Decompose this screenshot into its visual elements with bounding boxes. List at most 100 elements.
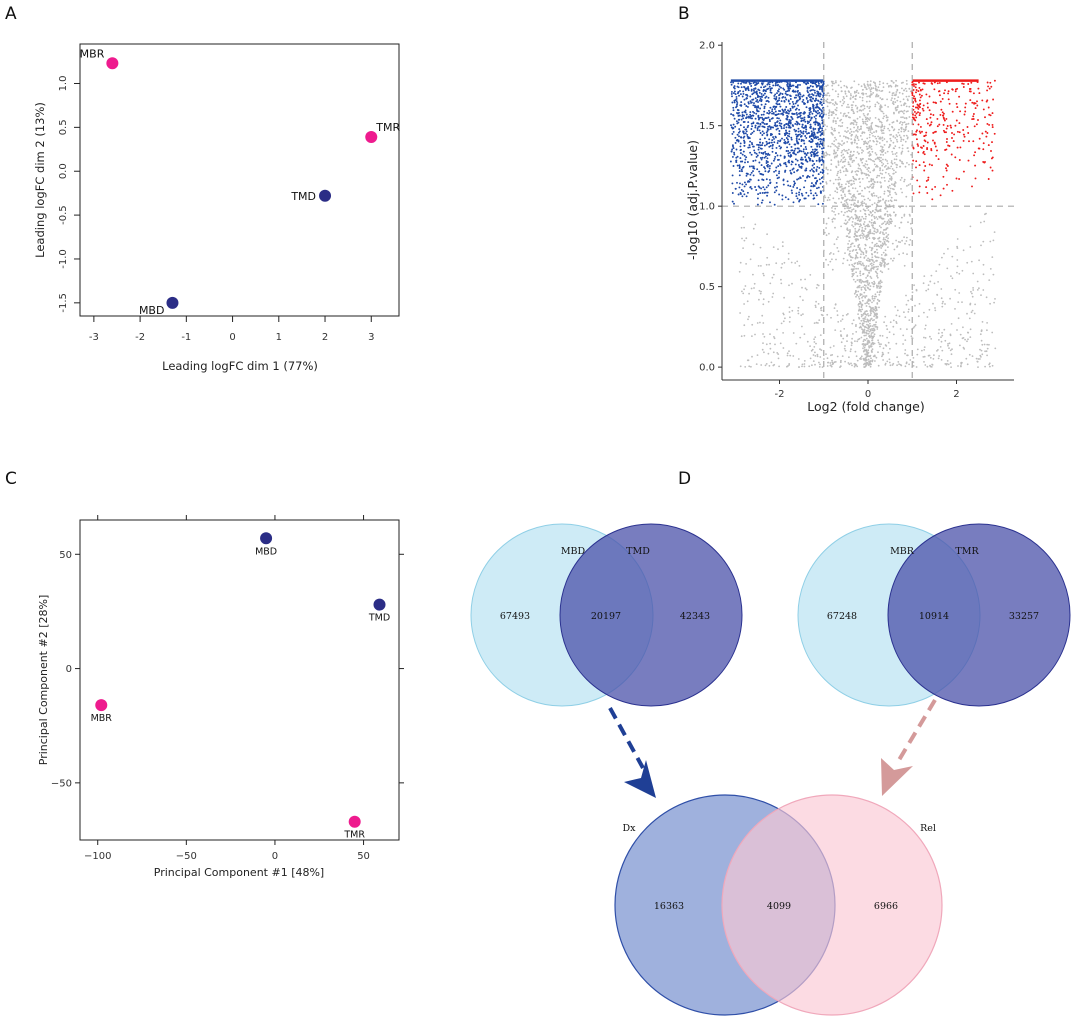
chart-b-point-ns bbox=[798, 265, 801, 267]
chart-b-point-ns bbox=[769, 333, 771, 335]
chart-b-point-ns bbox=[837, 212, 840, 215]
chart-b-point-ns bbox=[867, 166, 870, 169]
chart-b-point-down bbox=[791, 124, 794, 127]
chart-b-point-ns bbox=[851, 221, 854, 223]
chart-b-point-ns bbox=[866, 117, 869, 119]
chart-b-point-ns bbox=[856, 89, 858, 92]
chart-b-point-ns bbox=[865, 265, 868, 267]
chart-b-point-ns bbox=[851, 170, 854, 173]
chart-b-point-ns bbox=[843, 193, 846, 196]
chart-c-point-label: MBD bbox=[255, 546, 277, 557]
chart-b-point-ns bbox=[834, 108, 837, 111]
chart-b-point-ns bbox=[924, 364, 927, 366]
chart-b-point-down bbox=[812, 107, 815, 110]
chart-b-point-ns bbox=[865, 145, 868, 148]
chart-b-point-ns bbox=[870, 127, 873, 129]
chart-b-point-ns bbox=[896, 99, 899, 102]
chart-b-point-up bbox=[970, 81, 973, 84]
chart-b-point-ns bbox=[868, 282, 871, 285]
chart-b-point-ns bbox=[849, 158, 851, 160]
chart-b-point-down bbox=[776, 117, 779, 120]
chart-b-point-ns bbox=[869, 345, 872, 347]
chart-b-point-ns bbox=[852, 204, 855, 206]
chart-b-point-ns bbox=[864, 116, 867, 119]
chart-b-point-ns bbox=[833, 211, 835, 213]
chart-b-point-up bbox=[972, 113, 975, 115]
chart-b-point-down bbox=[800, 120, 803, 123]
chart-b-point-up bbox=[944, 149, 947, 151]
chart-b-point-down bbox=[771, 133, 773, 136]
chart-b-point-down bbox=[803, 186, 806, 189]
chart-b-point-ns bbox=[860, 224, 862, 227]
chart-b-point-ns bbox=[872, 331, 874, 334]
chart-b-point-up bbox=[918, 104, 920, 107]
chart-b-point-up bbox=[931, 164, 933, 167]
chart-b-point-ns bbox=[906, 162, 908, 164]
chart-b-point-ns bbox=[883, 220, 886, 223]
chart-b-point-down bbox=[737, 114, 740, 117]
chart-b-point-ns bbox=[896, 309, 899, 312]
chart-b-point-down bbox=[812, 160, 814, 163]
chart-b-point-ns bbox=[803, 365, 806, 368]
chart-b-point-ns bbox=[886, 336, 888, 339]
chart-b-point-ns bbox=[763, 335, 766, 338]
chart-b-point-up bbox=[962, 86, 965, 88]
chart-b-point-ns bbox=[869, 80, 872, 82]
chart-b-point-ns bbox=[864, 268, 867, 271]
chart-b-point-down bbox=[814, 192, 817, 195]
chart-b-point-down bbox=[821, 132, 824, 135]
chart-b-point-ns bbox=[881, 271, 884, 274]
chart-b-point-down bbox=[810, 182, 813, 185]
chart-b-point-ns bbox=[866, 126, 868, 129]
chart-b-point-ns bbox=[837, 84, 840, 87]
chart-b-point-ns bbox=[811, 364, 813, 367]
chart-b-point-down bbox=[784, 196, 787, 199]
chart-b-point-ns bbox=[871, 297, 874, 300]
chart-b-point-ns bbox=[780, 322, 783, 325]
chart-b-point-ns bbox=[946, 267, 949, 270]
chart-b-point-down bbox=[791, 90, 794, 93]
chart-b-point-ns bbox=[861, 161, 864, 164]
chart-b-point-ns bbox=[839, 135, 841, 137]
chart-b-point-up bbox=[919, 131, 922, 134]
chart-b-point-down bbox=[761, 130, 764, 133]
chart-b-point-ns bbox=[864, 358, 866, 361]
chart-b-point-ns bbox=[875, 203, 878, 206]
chart-b-point-ns bbox=[845, 131, 848, 134]
chart-b-point-ns bbox=[885, 204, 888, 207]
chart-b-point-ns bbox=[860, 303, 863, 306]
chart-b-point-down bbox=[734, 125, 737, 128]
chart-b-point-ns bbox=[883, 138, 886, 140]
chart-b-point-up bbox=[922, 104, 925, 107]
chart-b-point-up bbox=[953, 133, 956, 136]
chart-b-point-up bbox=[919, 96, 922, 99]
chart-b-point-ns bbox=[894, 171, 897, 174]
chart-b-point-ns bbox=[903, 236, 905, 239]
chart-b-point-down bbox=[731, 132, 734, 135]
chart-b-point-up bbox=[919, 112, 921, 115]
chart-b-point-down bbox=[749, 100, 752, 103]
chart-b-point-ns bbox=[848, 246, 850, 249]
chart-b-point-ns bbox=[964, 338, 966, 341]
chart-b-point-down bbox=[818, 143, 821, 146]
chart-b-point-down bbox=[793, 112, 796, 115]
chart-b-point-ns bbox=[829, 101, 832, 104]
chart-b-point-ns bbox=[878, 80, 881, 83]
chart-b-point-down bbox=[757, 114, 760, 117]
chart-b-point-ns bbox=[832, 119, 835, 122]
chart-b-point-ns bbox=[836, 103, 838, 106]
chart-b-point-ns bbox=[867, 351, 870, 354]
chart-b-point-ns bbox=[871, 264, 873, 267]
chart-b-point-ns bbox=[907, 122, 910, 125]
chart-b-point-ns bbox=[835, 187, 838, 189]
chart-b-point-down bbox=[794, 163, 797, 166]
chart-b-point-ns bbox=[977, 358, 980, 360]
chart-b-point-ns bbox=[843, 222, 846, 225]
chart-b-point-ns bbox=[831, 359, 833, 362]
chart-b-point-ns bbox=[842, 170, 845, 173]
chart-b-point-ns bbox=[854, 210, 857, 213]
chart-b-point-down bbox=[817, 84, 820, 87]
chart-b-point-ns bbox=[986, 322, 988, 324]
chart-b-point-ns bbox=[819, 356, 822, 358]
